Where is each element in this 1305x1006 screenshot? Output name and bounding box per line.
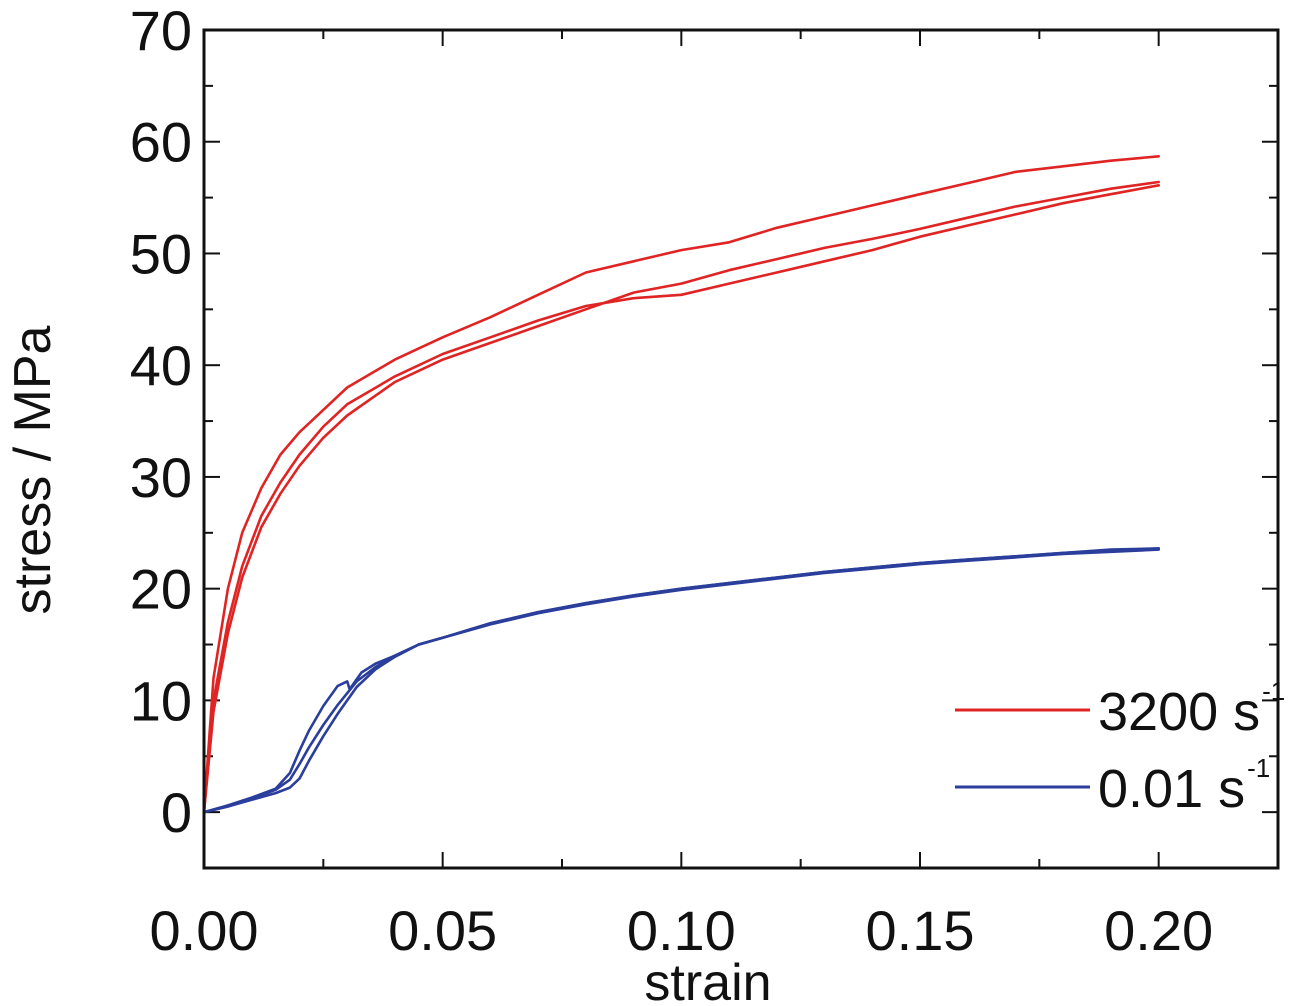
y-tick-label: 30 bbox=[130, 446, 192, 509]
x-tick-label: 0.05 bbox=[388, 899, 497, 962]
y-tick-label: 20 bbox=[130, 558, 192, 621]
plot-frame bbox=[202, 28, 1280, 870]
x-axis-title: strain bbox=[644, 954, 771, 1006]
legend-superscript: -1 bbox=[1262, 676, 1285, 706]
series-line-3200-1 bbox=[202, 180, 1160, 814]
x-tick-labels: 0.00 0.05 0.10 0.15 0.20 bbox=[150, 899, 1214, 962]
data-series bbox=[202, 155, 1160, 814]
y-tick-label: 50 bbox=[130, 222, 192, 285]
y-tick-labels: 0 10 20 30 40 50 60 70 bbox=[130, 0, 192, 844]
y-tick-label: 60 bbox=[130, 111, 192, 174]
x-tick-label: 0.20 bbox=[1104, 899, 1213, 962]
y-tick-label: 10 bbox=[130, 669, 192, 732]
y-tick-label: 70 bbox=[130, 0, 192, 62]
legend-label: 0.01 s bbox=[1098, 759, 1245, 819]
y-tick-label: 0 bbox=[161, 781, 192, 844]
series-line-001-5 bbox=[202, 548, 1160, 814]
series-line-3200-2 bbox=[202, 184, 1160, 814]
axis-ticks bbox=[203, 29, 1278, 868]
y-axis-title: stress / MPa bbox=[4, 325, 62, 614]
legend: 3200 s -10.01 s -1 bbox=[955, 676, 1285, 819]
y-tick-label: 40 bbox=[130, 334, 192, 397]
legend-superscript: -1 bbox=[1247, 753, 1270, 783]
legend-label: 3200 s bbox=[1098, 682, 1260, 742]
series-line-3200-0 bbox=[202, 155, 1160, 814]
x-tick-label: 0.15 bbox=[866, 899, 975, 962]
x-tick-label: 0.10 bbox=[627, 899, 736, 962]
x-tick-label: 0.00 bbox=[150, 899, 259, 962]
